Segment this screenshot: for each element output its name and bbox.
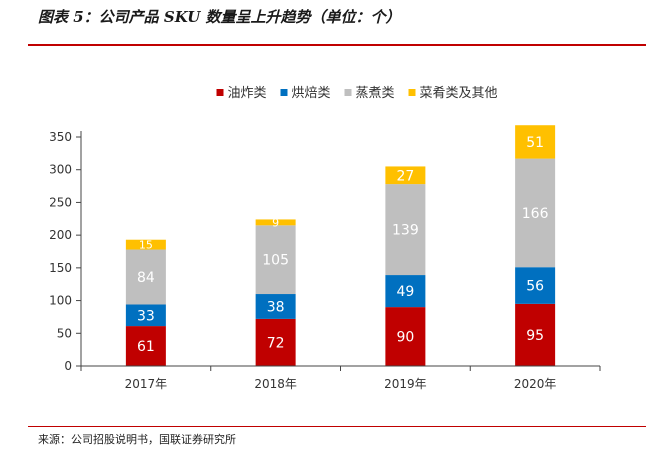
bar-2-0 [125, 249, 166, 305]
legend-label-2: 蒸煮类 [356, 86, 395, 101]
data-label-2-2: 139 [392, 223, 419, 239]
source-note: 来源：公司招股说明书，国联证券研究所 [38, 433, 236, 446]
bar-3-1 [255, 219, 296, 226]
y-tick-label-3: 150 [49, 261, 72, 275]
bar-0-3 [515, 303, 556, 366]
data-label-0-0: 61 [137, 339, 155, 355]
x-tick-label-2: 2019年 [384, 377, 427, 391]
legend-swatch-1 [280, 89, 288, 96]
bar-1-1 [255, 294, 296, 319]
bars: 61 33 84 15 72 38 105 9 90 49 139 27 95 56 166 51 [125, 125, 556, 366]
y-axis: 0 50 100 150 200 250 300 350 [49, 130, 82, 373]
y-tick-label-5: 250 [49, 195, 72, 209]
data-label-0-1: 72 [267, 335, 285, 351]
y-tick-label-0: 0 [64, 359, 72, 373]
data-label-0-2: 90 [396, 330, 414, 346]
data-label-1-0: 33 [137, 308, 155, 324]
y-tick-label-2: 100 [49, 294, 72, 308]
data-label-3-1: 9 [272, 216, 279, 229]
legend-label-3: 菜肴类及其他 [420, 86, 498, 101]
data-label-1-3: 56 [526, 279, 544, 295]
x-tick-label-3: 2020年 [514, 377, 557, 391]
legend-swatch-3 [408, 89, 416, 96]
bar-2-1 [255, 225, 296, 295]
bar-0-1 [255, 318, 296, 366]
x-axis: 2017年 2018年 2019年 2020年 [80, 365, 601, 391]
bar-1-2 [385, 275, 426, 308]
legend-label-1: 烘焙类 [292, 86, 331, 101]
data-label-0-3: 95 [526, 328, 544, 344]
data-label-1-2: 49 [396, 284, 414, 300]
y-tick-label-4: 200 [49, 228, 72, 242]
data-label-2-0: 84 [137, 270, 155, 286]
page-title: 图表 5：公司产品 SKU 数量呈上升趋势（单位：个） [38, 8, 401, 26]
data-label-2-1: 105 [262, 253, 289, 269]
bar-3-0 [125, 239, 166, 250]
y-tick-label-1: 50 [57, 326, 72, 340]
y-tick-label-7: 350 [49, 130, 72, 144]
bar-0-2 [385, 307, 426, 366]
x-tick-label-0: 2017年 [125, 377, 168, 391]
bar-1-3 [515, 267, 556, 304]
bar-2-3 [515, 158, 556, 268]
footer-rule [28, 426, 646, 427]
y-tick-label-6: 300 [49, 163, 72, 177]
data-label-3-3: 51 [526, 135, 544, 151]
title-rule [28, 44, 646, 46]
legend-label-0: 油炸类 [228, 86, 267, 101]
data-label-2-3: 166 [522, 206, 549, 222]
bar-0-0 [125, 326, 166, 366]
bar-1-0 [125, 304, 166, 327]
x-tick-label-1: 2018年 [254, 377, 297, 391]
legend-swatch-2 [344, 89, 352, 96]
bar-3-2 [385, 166, 426, 185]
bar-2-2 [385, 184, 426, 276]
data-label-1-1: 38 [267, 300, 285, 316]
bar-3-3 [515, 125, 556, 159]
legend: 油炸类 烘焙类 蒸煮类 菜肴类及其他 [216, 86, 498, 101]
legend-swatch-0 [216, 89, 224, 96]
data-label-3-2: 27 [396, 168, 414, 184]
data-label-3-0: 15 [139, 239, 153, 252]
